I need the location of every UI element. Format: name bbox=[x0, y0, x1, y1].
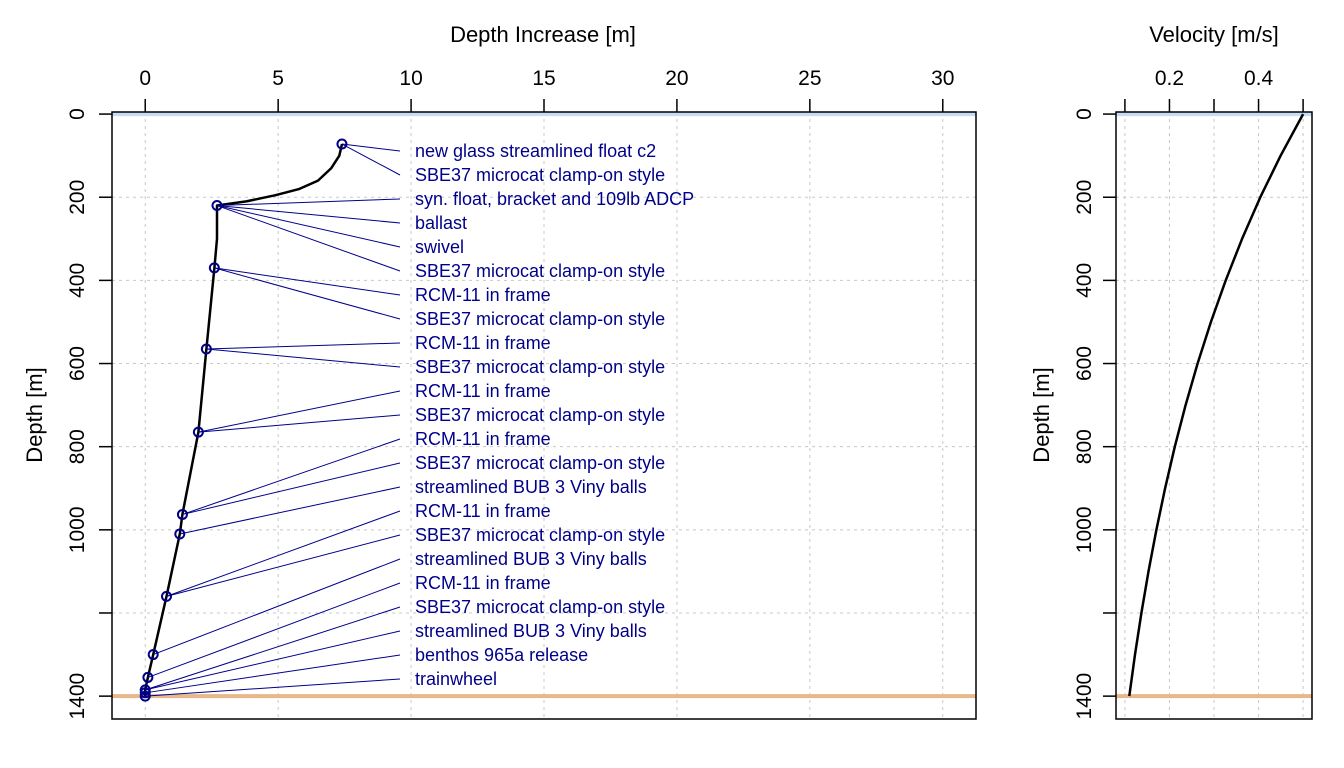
instrument-label-18: RCM-11 in frame bbox=[415, 573, 551, 593]
instrument-marker-21 bbox=[139, 687, 151, 699]
instrument-leader-line-14 bbox=[179, 486, 401, 535]
right-ytick-label-1: 200 bbox=[1073, 180, 1096, 215]
instrument-leader-line-8 bbox=[206, 342, 401, 350]
right-ytick-label-7: 1400 bbox=[1073, 673, 1096, 720]
left-xtick-label-0: 0 bbox=[139, 67, 151, 90]
instrument-leader-line-20 bbox=[145, 630, 401, 691]
instrument-label-13: SBE37 microcat clamp-on style bbox=[415, 453, 665, 473]
instrument-leader-line-5 bbox=[216, 205, 401, 272]
instrument-label-6: RCM-11 in frame bbox=[415, 285, 551, 305]
instrument-label-9: SBE37 microcat clamp-on style bbox=[415, 357, 665, 377]
instrument-marker-14 bbox=[174, 528, 186, 540]
instrument-leader-line-2 bbox=[216, 198, 401, 207]
right-ytick-label-0: 0 bbox=[1073, 108, 1096, 120]
instrument-label-22: trainwheel bbox=[415, 669, 497, 689]
instrument-label-14: streamlined BUB 3 Viny balls bbox=[415, 477, 647, 497]
instrument-leader-line-11 bbox=[198, 414, 401, 433]
instrument-leader-line-17 bbox=[153, 558, 401, 656]
instrument-marker-15 bbox=[160, 590, 172, 602]
velocity-profile-line bbox=[1128, 113, 1305, 697]
left-xtick-label-5: 25 bbox=[798, 67, 821, 90]
right-ytick-label-4: 800 bbox=[1073, 429, 1096, 464]
instrument-label-10: RCM-11 in frame bbox=[415, 381, 551, 401]
left-xtick-label-3: 15 bbox=[532, 67, 555, 90]
right-xtick-label-1: 0.2 bbox=[1155, 67, 1184, 90]
right-ytick-label-5: 1000 bbox=[1073, 506, 1096, 553]
instrument-marker-12 bbox=[176, 508, 188, 520]
left-ytick-label-2: 400 bbox=[66, 263, 89, 298]
instrument-marker-6 bbox=[208, 262, 220, 274]
depth-increase-panel: Depth Increase [m] Depth [m] 0 5 10 15 20 25 3… bbox=[22, 22, 977, 720]
instrument-label-5: SBE37 microcat clamp-on style bbox=[415, 261, 665, 281]
instrument-marker-0 bbox=[336, 138, 348, 150]
left-ytick-label-0: 0 bbox=[66, 108, 89, 120]
instrument-label-12: RCM-11 in frame bbox=[415, 429, 551, 449]
instrument-leader-line-13 bbox=[182, 462, 401, 515]
velocity-axis-title: Velocity [m/s] bbox=[1149, 22, 1279, 47]
instrument-leader-line-4 bbox=[216, 205, 401, 248]
instrument-leader-line-6 bbox=[214, 267, 401, 296]
left-xtick-label-6: 30 bbox=[931, 67, 954, 90]
instrument-marker-10 bbox=[192, 426, 204, 438]
instrument-label-19: SBE37 microcat clamp-on style bbox=[415, 597, 665, 617]
instrument-leader-line-18 bbox=[147, 582, 401, 678]
right-ytick-label-3: 600 bbox=[1073, 346, 1096, 381]
instrument-leader-line-9 bbox=[206, 348, 401, 368]
instrument-leader-line-21 bbox=[145, 654, 401, 694]
instrument-leader-line-10 bbox=[198, 390, 401, 433]
instrument-label-16: SBE37 microcat clamp-on style bbox=[415, 525, 665, 545]
instrument-label-8: RCM-11 in frame bbox=[415, 333, 551, 353]
instrument-label-15: RCM-11 in frame bbox=[415, 501, 551, 521]
left-xtick-label-1: 5 bbox=[272, 67, 284, 90]
instrument-marker-8 bbox=[200, 343, 212, 355]
left-xtick-label-2: 10 bbox=[399, 67, 422, 90]
instrument-leader-line-12 bbox=[182, 438, 401, 515]
left-ytick-label-4: 800 bbox=[66, 429, 89, 464]
instrument-leader-line-0 bbox=[341, 143, 401, 152]
instrument-marker-17 bbox=[147, 649, 159, 661]
instrument-label-0: new glass streamlined float c2 bbox=[415, 141, 656, 161]
left-ytick-label-5: 1000 bbox=[66, 506, 89, 553]
left-ytick-label-1: 200 bbox=[66, 180, 89, 215]
depth-increase-axis-title: Depth Increase [m] bbox=[450, 22, 636, 47]
instrument-marker-18 bbox=[142, 671, 154, 683]
right-depth-axis-title: Depth [m] bbox=[1029, 367, 1054, 462]
instrument-label-1: SBE37 microcat clamp-on style bbox=[415, 165, 665, 185]
instrument-leader-line-7 bbox=[214, 267, 401, 320]
right-xtick-label-3: 0.4 bbox=[1244, 67, 1274, 90]
instrument-label-4: swivel bbox=[415, 237, 464, 257]
instrument-leader-line-15 bbox=[166, 510, 401, 597]
left-depth-axis-title: Depth [m] bbox=[22, 367, 47, 462]
instrument-leader-line-22 bbox=[145, 678, 401, 697]
instrument-label-17: streamlined BUB 3 Viny balls bbox=[415, 549, 647, 569]
instrument-leader-line-16 bbox=[166, 534, 401, 597]
left-ytick-label-3: 600 bbox=[66, 346, 89, 381]
instrument-label-7: SBE37 microcat clamp-on style bbox=[415, 309, 665, 329]
instrument-leader-line-19 bbox=[145, 606, 401, 691]
instrument-label-3: ballast bbox=[415, 213, 467, 233]
left-xtick-label-4: 20 bbox=[665, 67, 688, 90]
instrument-marker-22 bbox=[139, 690, 151, 702]
instrument-label-11: SBE37 microcat clamp-on style bbox=[415, 405, 665, 425]
right-ytick-label-2: 400 bbox=[1073, 263, 1096, 298]
instrument-leader-line-1 bbox=[341, 143, 401, 176]
instrument-label-2: syn. float, bracket and 109lb ADCP bbox=[415, 189, 694, 209]
instrument-leader-line-3 bbox=[216, 205, 401, 224]
left-ytick-label-7: 1400 bbox=[66, 673, 89, 720]
instrument-label-20: streamlined BUB 3 Viny balls bbox=[415, 621, 647, 641]
instrument-label-21: benthos 965a release bbox=[415, 645, 588, 665]
velocity-panel: Velocity [m/s] Depth [m] 0.2 0.4 0 200 400 60… bbox=[1029, 22, 1313, 720]
instrument-marker-2 bbox=[211, 200, 223, 212]
